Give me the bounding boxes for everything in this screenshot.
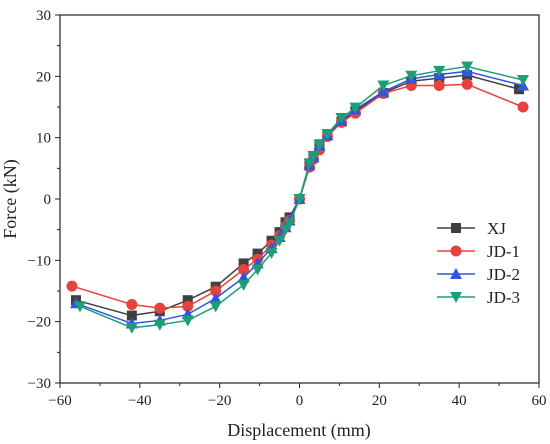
- axes-layer: −60 −40 −20 0 20 40 60 −30 −20 −10 0 10 20 30: [28, 8, 547, 409]
- x-tick-label: 40: [452, 393, 467, 409]
- data-point: [125, 322, 138, 334]
- data-point: [461, 61, 474, 73]
- legend-label: JD-1: [487, 242, 520, 261]
- y-tick-label: 30: [36, 8, 51, 24]
- y-tick-label: 10: [36, 131, 51, 147]
- series-3: [73, 61, 530, 334]
- data-point: [66, 280, 78, 292]
- data-point: [237, 279, 250, 291]
- y-axis-title: Force (kN): [0, 159, 21, 238]
- data-point: [126, 310, 137, 321]
- data-point: [209, 301, 222, 313]
- data-point: [126, 298, 138, 310]
- data-point: [461, 78, 473, 90]
- legend-entry: XJ: [437, 219, 506, 238]
- data-point: [251, 264, 264, 276]
- series-layer: [66, 61, 530, 334]
- data-point: [252, 248, 263, 259]
- data-point: [182, 295, 193, 306]
- legend-entry: JD-2: [437, 265, 520, 284]
- data-point: [293, 194, 306, 205]
- data-point: [182, 300, 194, 312]
- legend-marker: [450, 292, 462, 303]
- y-tick-label: 0: [44, 192, 52, 208]
- data-point: [307, 151, 320, 163]
- data-point: [433, 80, 445, 92]
- data-point: [321, 128, 334, 140]
- data-point: [517, 75, 530, 87]
- data-point: [303, 158, 316, 170]
- y-tick-label: −10: [28, 253, 51, 269]
- x-axis-title: Displacement (mm): [227, 420, 370, 441]
- x-tick-label: 20: [372, 393, 387, 409]
- legend-entry: JD-3: [437, 288, 520, 307]
- data-point: [313, 140, 326, 152]
- data-point: [265, 247, 278, 259]
- legend-label: XJ: [487, 219, 506, 238]
- data-point: [433, 65, 446, 77]
- legend-marker: [451, 223, 461, 233]
- y-tick-label: 20: [36, 69, 51, 85]
- x-tick-label: 0: [296, 393, 304, 409]
- data-point: [517, 101, 529, 113]
- legend-marker: [450, 245, 462, 257]
- data-point: [273, 235, 286, 247]
- y-tick-label: −20: [28, 315, 51, 331]
- data-point: [335, 113, 348, 125]
- data-point: [209, 292, 222, 304]
- data-point: [405, 70, 418, 82]
- legend-entry: JD-1: [437, 242, 520, 261]
- y-tick-label: −30: [28, 376, 51, 392]
- data-point: [377, 80, 390, 92]
- data-point: [349, 102, 362, 114]
- x-tick-label: −20: [208, 393, 231, 409]
- x-tick-label: −60: [48, 393, 71, 409]
- data-point: [154, 302, 166, 314]
- data-point: [181, 315, 194, 327]
- legend-label: JD-2: [487, 265, 520, 284]
- legend: XJ JD-1 JD-2 JD-3: [437, 219, 520, 307]
- legend-marker: [450, 268, 462, 279]
- data-point: [210, 285, 222, 297]
- legend-label: JD-3: [487, 288, 520, 307]
- data-point: [283, 218, 296, 230]
- x-tick-label: −40: [128, 393, 151, 409]
- data-point: [238, 258, 249, 269]
- data-point: [73, 301, 86, 313]
- x-tick-label: 60: [532, 393, 547, 409]
- data-point: [238, 264, 250, 276]
- data-point: [237, 271, 250, 283]
- data-point: [153, 319, 166, 331]
